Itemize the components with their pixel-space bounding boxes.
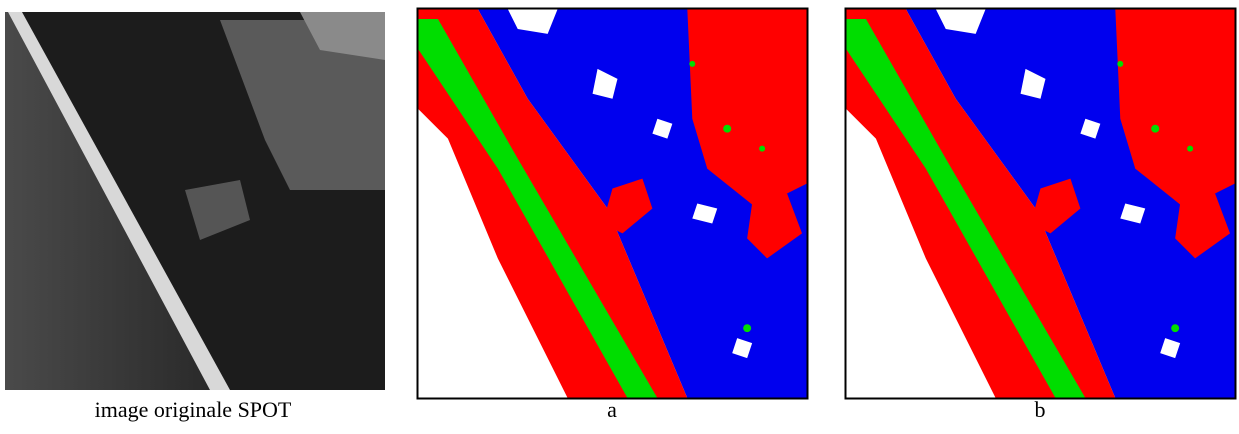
page: image originale SPOT a b (() => { const … (0, 0, 1239, 434)
figure: image originale SPOT a b (0, 0, 1239, 434)
panel-original: image originale SPOT (5, 12, 385, 422)
segmentation-map (418, 9, 807, 398)
caption: image originale SPOT (95, 397, 292, 422)
panel-b: b (846, 9, 1236, 423)
segmentation-map (846, 9, 1235, 398)
panel-a: a (418, 9, 808, 423)
caption: a (607, 397, 617, 422)
caption: b (1035, 397, 1046, 422)
